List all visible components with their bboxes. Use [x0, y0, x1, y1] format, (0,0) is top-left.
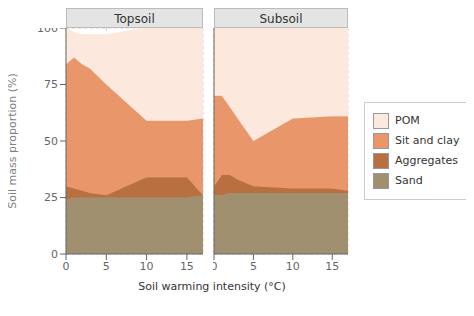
html-text:POM: POM: [395, 114, 420, 127]
svg-text:0: 0: [213, 260, 218, 273]
html-text:Aggregates: Aggregates: [395, 154, 459, 167]
html-text:Subsoil: Subsoil: [259, 12, 303, 26]
svg-text:100: 100: [37, 28, 58, 35]
html-text:Soil warming intensity (°C): Soil warming intensity (°C): [138, 280, 286, 293]
svg-text:15: 15: [325, 260, 339, 273]
html-text:Topsoil: Topsoil: [114, 12, 155, 26]
svg-text:25: 25: [44, 191, 58, 204]
html-text:Sand: Sand: [395, 174, 423, 187]
svg-text:50: 50: [44, 135, 58, 148]
svg-text:10: 10: [286, 260, 300, 273]
svg-text:5: 5: [103, 260, 110, 273]
svg-text:10: 10: [140, 260, 154, 273]
html-text:Sit and clay: Sit and clay: [395, 134, 460, 147]
svg-text:15: 15: [180, 260, 194, 273]
svg-text:0: 0: [51, 248, 58, 261]
svg-text:0: 0: [63, 260, 70, 273]
svg-text:5: 5: [250, 260, 257, 273]
svg-text:75: 75: [44, 78, 58, 91]
svg-text:Soil mass proportion (%): Soil mass proportion (%): [8, 73, 19, 209]
